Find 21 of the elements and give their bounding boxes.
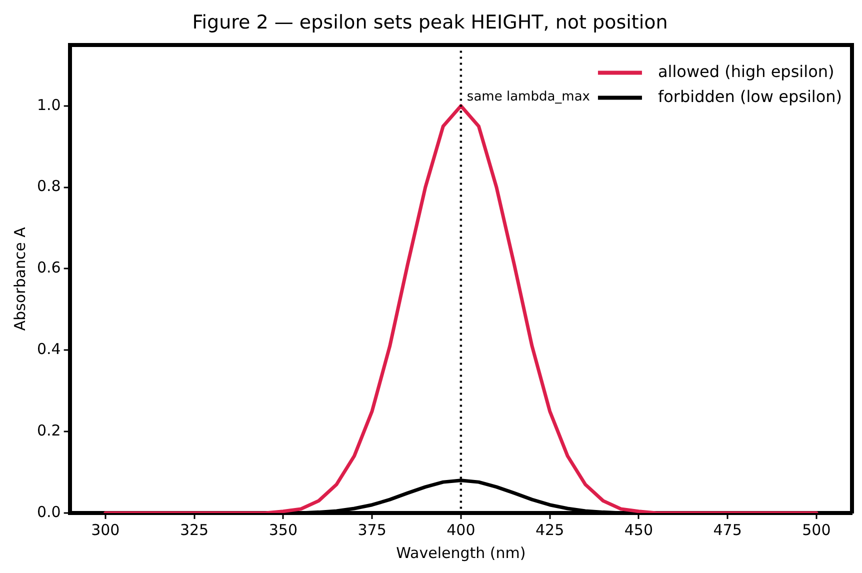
x-tick-label: 350 — [268, 520, 298, 539]
y-tick-label: 0.6 — [36, 258, 61, 277]
x-axis-title: Wavelength (nm) — [396, 544, 526, 562]
x-tick-label: 400 — [446, 520, 476, 539]
y-tick-label: 0.2 — [36, 421, 61, 440]
chart-title: Figure 2 — epsilon sets peak HEIGHT, not position — [192, 11, 668, 34]
legend-label: forbidden (low epsilon) — [658, 86, 842, 106]
x-tick-label: 425 — [535, 520, 564, 539]
x-tick-label: 300 — [91, 520, 120, 539]
x-tick-label: 450 — [624, 520, 654, 539]
y-axis-title: Absorbance A — [10, 226, 29, 331]
x-tick-label: 500 — [802, 520, 831, 539]
y-tick-label: 1.0 — [36, 96, 61, 114]
y-tick-label: 0.8 — [36, 177, 61, 196]
legend-label: allowed (high epsilon) — [658, 62, 834, 81]
x-tick-label: 475 — [713, 520, 742, 539]
y-tick-label: 0.4 — [36, 340, 61, 358]
x-tick-label: 375 — [358, 520, 386, 539]
ref-line-label: same lambda_max — [466, 90, 590, 105]
y-tick-label: 0.0 — [36, 502, 61, 521]
x-tick-label: 325 — [180, 520, 209, 539]
